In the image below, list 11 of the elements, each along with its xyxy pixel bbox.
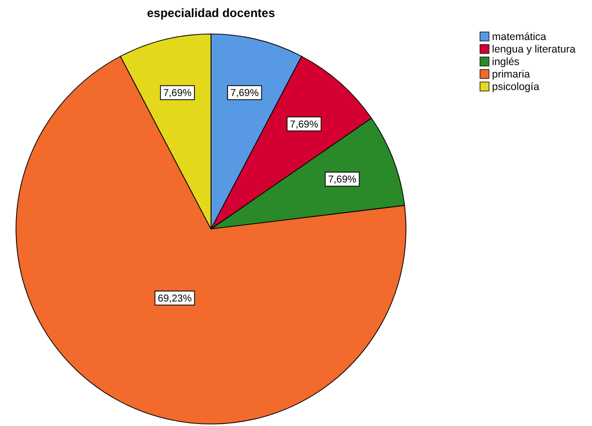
legend-label: psicología — [492, 81, 540, 93]
data-label: 7,69% — [328, 174, 357, 186]
legend-label: inglés — [492, 56, 520, 68]
legend-label: matemática — [492, 31, 546, 43]
data-label: 7,69% — [230, 88, 259, 100]
data-label: 7,69% — [163, 88, 192, 100]
legend-label: lengua y literatura — [492, 44, 576, 56]
chart-title: especialidad docentes — [146, 6, 276, 20]
data-label: 7,69% — [290, 119, 318, 130]
data-label: 69,23% — [158, 294, 192, 305]
legend-label: primaria — [492, 68, 530, 80]
